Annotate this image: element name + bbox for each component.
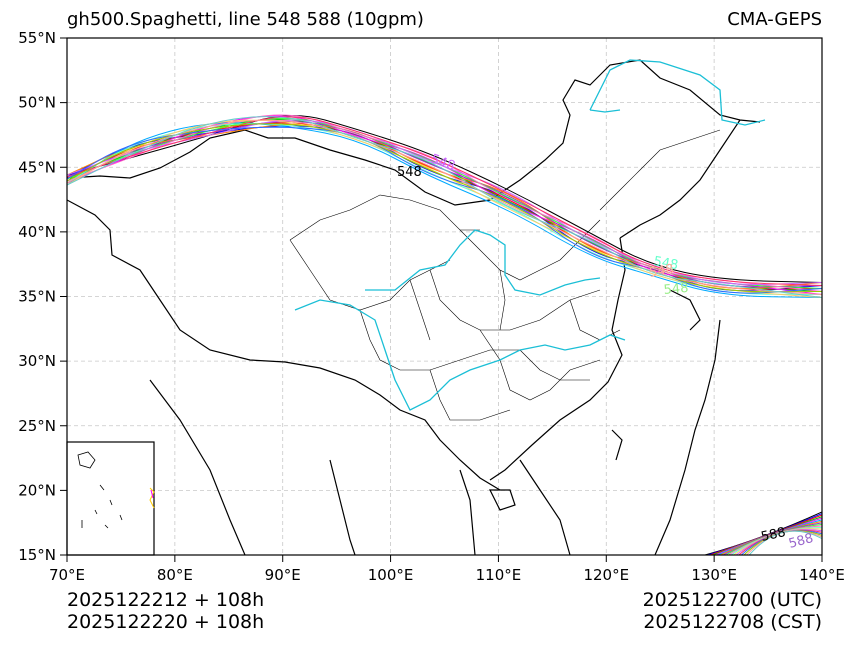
lon-tick-labels: 70°E 80°E 90°E 100°E 110°E 120°E 130°E 140°E [49,566,845,584]
lat-tick-label: 35°N [18,288,56,306]
member-contour-588 [748,530,822,555]
member-contour-548 [67,122,822,290]
member-contour-548 [67,119,822,298]
lat-tick-label: 45°N [18,158,56,176]
member-contour-548 [67,116,822,286]
init-time-1: 2025122212 + 108h [67,589,265,611]
lon-tick-label: 90°E [265,566,301,584]
contour-label-548: 548 [648,262,675,281]
rivers [294,59,766,411]
lat-tick-label: 15°N [18,546,56,564]
contour-label-548: 548 [652,254,679,273]
member-contour-548 [67,124,822,289]
contour-labels: 548 548 548 548 548 588 588 [397,152,815,552]
member-contour-548 [67,123,822,293]
lat-tick-labels: 55°N 50°N 45°N 40°N 35°N 30°N 25°N 20°N 15°N [18,29,56,564]
init-time-2: 2025122220 + 108h [67,611,265,633]
member-contour-548 [67,119,822,285]
axis-ticks [60,37,823,562]
member-contour-548 [67,125,822,292]
contour-label-548: 548 [663,281,689,298]
lat-tick-label: 55°N [18,29,56,47]
member-contour-548 [67,123,822,295]
south-china-sea-inset [66,441,155,556]
member-contour-548 [67,115,822,283]
lon-tick-label: 140°E [799,566,845,584]
lon-tick-label: 70°E [49,566,85,584]
contour-label-548: 548 [397,165,422,180]
member-contour-548 [67,122,822,298]
lat-tick-label: 25°N [18,417,56,435]
lat-tick-label: 30°N [18,352,56,370]
lat-tick-label: 50°N [18,94,56,112]
member-contour-548 [67,116,822,298]
member-contour-548 [67,119,822,295]
lon-tick-label: 100°E [368,566,414,584]
lon-tick-label: 80°E [157,566,193,584]
lat-tick-label: 20°N [18,481,56,499]
lon-tick-label: 130°E [691,566,737,584]
member-contour-548 [67,115,822,295]
member-contour-548 [67,126,822,294]
ensemble-contours [67,114,822,555]
chart-title: gh500.Spaghetti, line 548 588 (10gpm) [67,9,424,30]
graticule [67,38,822,555]
lat-tick-label: 40°N [18,223,56,241]
model-name: CMA-GEPS [727,9,822,30]
contour-label-588: 588 [760,525,787,545]
contour-label-588: 588 [787,531,815,552]
lon-tick-label: 110°E [476,566,522,584]
lon-tick-label: 120°E [583,566,629,584]
member-contour-548 [67,121,822,288]
valid-time-utc: 2025122700 (UTC) [642,589,822,611]
country-borders [67,59,761,555]
valid-time-cst: 2025122708 (CST) [643,611,822,633]
